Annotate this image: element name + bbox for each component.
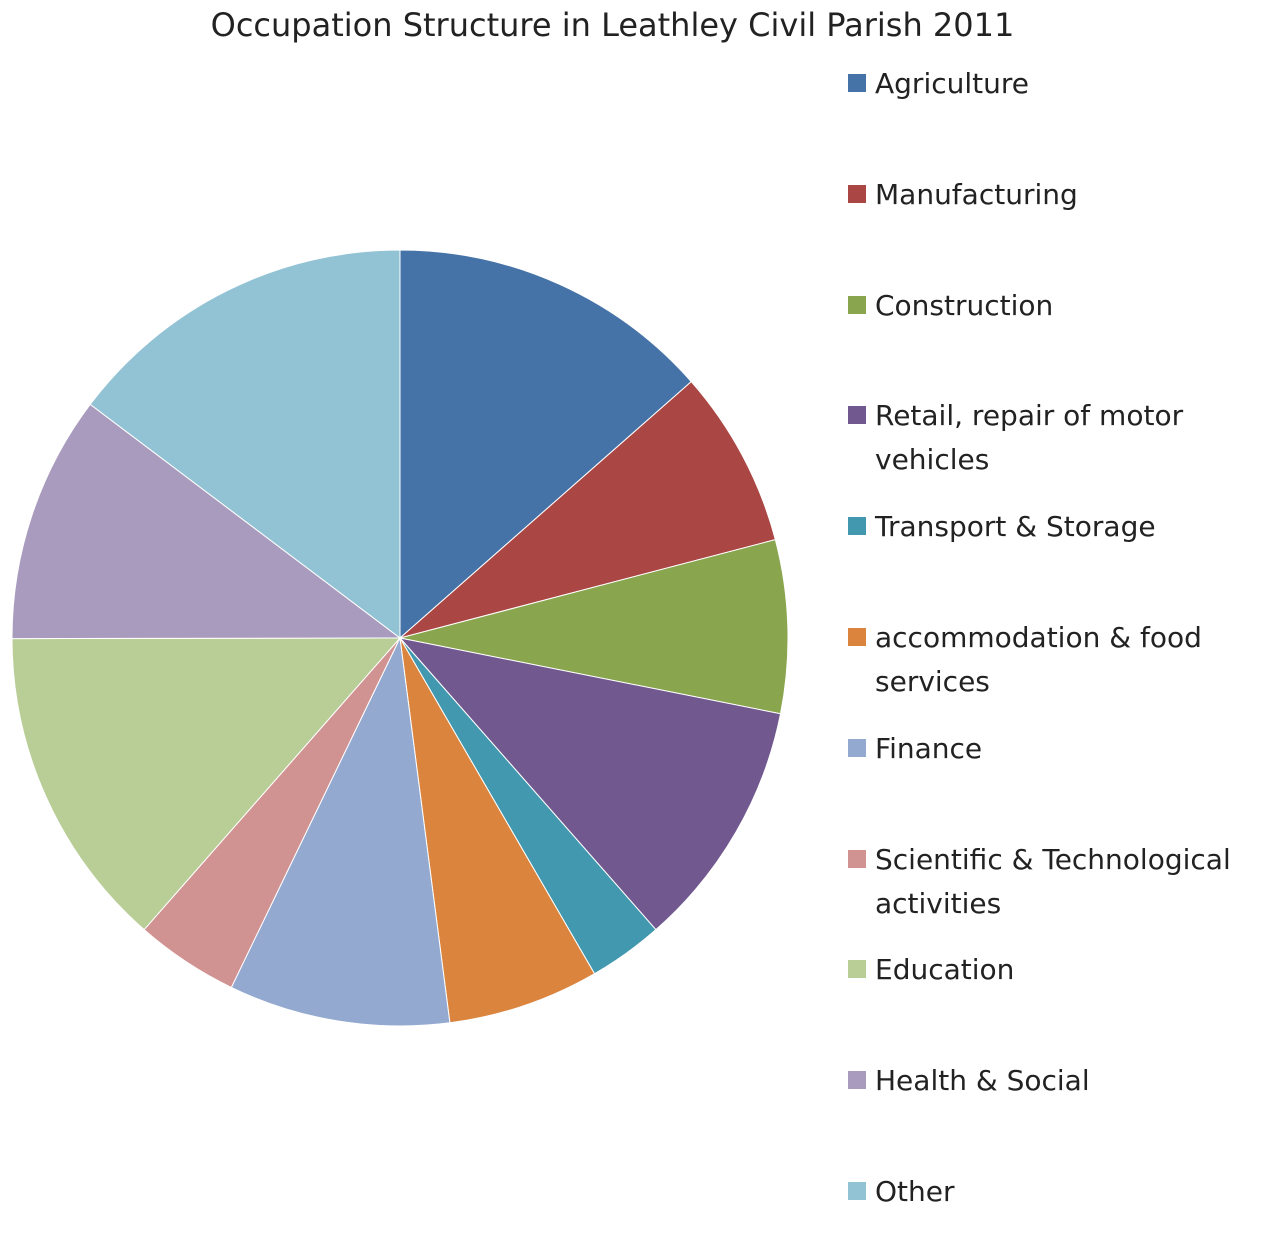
legend-swatch [848,74,866,92]
legend-label: Health & Social [875,1064,1090,1098]
legend-swatch [848,1182,866,1200]
legend-label: Agriculture [875,67,1029,100]
legend-label: Scientific & Technological activities [875,842,1231,920]
legend-swatch [848,517,866,536]
legend-label: Other [875,1175,955,1208]
pie-chart [11,249,789,1027]
legend-swatch [848,1071,866,1090]
pie-slice [11,637,402,931]
pie-slice [399,380,776,639]
legend-swatch [848,738,866,757]
pie-slice [11,403,402,640]
legend-swatch [848,628,866,646]
legend-label: Manufacturing [875,177,1078,211]
pie-slice [89,249,401,640]
pie-slice [230,636,451,1027]
legend-label: Education [875,953,1015,987]
legend-swatch [848,960,866,979]
chart-title: Occupation Structure in Leathley Civil P… [210,6,1015,44]
legend-label: accommodation & food services [875,621,1202,698]
legend-swatch [848,295,866,314]
legend-label: Construction [875,288,1054,322]
pie-slice [399,249,692,640]
legend-swatch [848,184,866,203]
legend-label: Retail, repair of motor vehicles [875,399,1184,477]
legend-swatch [848,406,866,425]
legend-label: Finance [875,731,983,765]
pie-slice [398,637,782,931]
pie-slice [399,539,789,715]
legend-label: Transport & Storage [875,510,1156,544]
pie-slice [399,637,596,1024]
legend-swatch [848,849,866,868]
